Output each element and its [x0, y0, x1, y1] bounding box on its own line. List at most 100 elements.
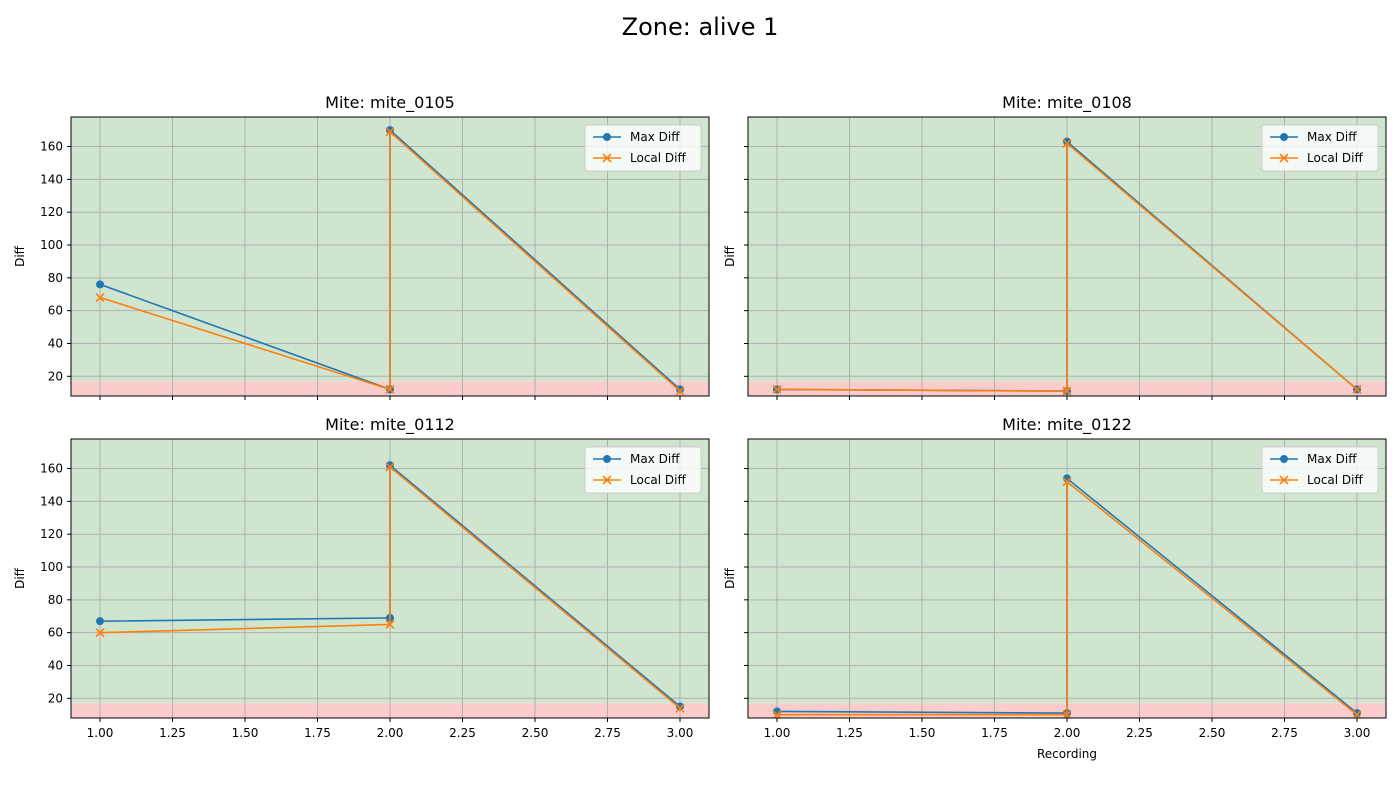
legend-marker-circle [1280, 455, 1288, 463]
x-tick-label: 1.75 [981, 726, 1008, 740]
data-point-local-diff [385, 384, 395, 395]
legend-marker-x [602, 475, 612, 485]
series-line-local-diff [99, 130, 681, 392]
legend-label: Local Diff [630, 473, 686, 487]
y-tick-label: 100 [40, 238, 63, 252]
y-tick-label: 20 [48, 691, 63, 705]
data-point-max-diff [1353, 709, 1361, 718]
x-tick-label: 2.50 [1199, 726, 1226, 740]
data-point-local-diff [95, 292, 105, 303]
subplot-4: 1.00 1.25 1.50 1.75 2.00 2.25 2.50 2.75 3.00 Mite… [723, 415, 1387, 761]
data-point-local-diff [1062, 386, 1072, 396]
subplot-title: Mite: mite_0122 [1002, 415, 1132, 435]
data-point-local-diff [675, 703, 685, 713]
series-group [772, 474, 1362, 718]
x-tick-label: 2.00 [1054, 726, 1081, 740]
subplot-1: 20 40 60 80 100 120 140 160 Mite: mite_0105 Diff M… [13, 93, 710, 400]
data-point-max-diff [386, 126, 394, 135]
data-point-local-diff [1062, 138, 1072, 148]
y-axis-label: Diff [13, 567, 27, 589]
data-point-max-diff [96, 280, 104, 289]
data-point-local-diff [1352, 710, 1362, 718]
x-tick-label: 1.00 [764, 726, 791, 740]
data-point-local-diff [1352, 384, 1362, 395]
x-tick-label: 3.00 [667, 726, 694, 740]
series-line-local-diff [99, 465, 681, 709]
legend-marker-circle [603, 133, 611, 141]
data-point-max-diff [676, 702, 684, 711]
data-point-local-diff [1062, 477, 1072, 487]
data-point-max-diff [96, 617, 104, 626]
x-tick-label: 2.00 [377, 726, 404, 740]
x-tick-label: 2.50 [522, 726, 549, 740]
subplot-title: Mite: mite_0105 [325, 93, 455, 113]
data-point-local-diff [385, 462, 395, 472]
y-tick-label: 60 [48, 304, 63, 318]
data-point-max-diff [1063, 137, 1071, 146]
y-axis-label: Diff [723, 567, 737, 589]
x-tick-label: 1.25 [159, 726, 186, 740]
y-tick-label: 100 [40, 560, 63, 574]
series-line-local-diff [776, 141, 1358, 392]
x-tick-label: 2.25 [1126, 726, 1153, 740]
data-point-local-diff [95, 628, 105, 638]
x-tick-label: 2.75 [1271, 726, 1298, 740]
data-point-local-diff [1062, 710, 1072, 718]
subplot-title: Mite: mite_0108 [1002, 93, 1132, 113]
subplot-2: Mite: mite_0108 Diff Max Diff Local Diff [723, 93, 1387, 400]
legend-label: Local Diff [1307, 151, 1363, 165]
series-group [95, 461, 685, 713]
x-tick-label: 1.50 [909, 726, 936, 740]
subplot-title: Mite: mite_0112 [325, 415, 455, 435]
data-point-max-diff [676, 385, 684, 394]
data-point-local-diff [772, 710, 782, 718]
data-point-local-diff [675, 386, 685, 396]
y-tick-label: 120 [40, 205, 63, 219]
legend: Max Diff Local Diff [1261, 124, 1379, 172]
legend-marker-x [602, 153, 612, 163]
data-point-local-diff [385, 619, 395, 630]
x-tick-label: 3.00 [1344, 726, 1371, 740]
y-tick-label: 160 [40, 462, 63, 476]
legend-marker-circle [1280, 133, 1288, 141]
legend: Max Diff Local Diff [1261, 446, 1379, 494]
y-tick-label: 60 [48, 626, 63, 640]
series-line-local-diff [777, 480, 1358, 716]
legend-marker-x [1279, 475, 1289, 485]
y-axis-label: Diff [13, 245, 27, 267]
legend-label: Max Diff [1307, 452, 1357, 466]
series-group [772, 137, 1362, 396]
x-tick-label: 2.75 [594, 726, 621, 740]
legend-marker-x [1279, 153, 1289, 163]
x-tick-label: 1.50 [232, 726, 259, 740]
data-point-max-diff [386, 461, 394, 470]
figure-suptitle: Zone: alive 1 [622, 13, 779, 41]
y-tick-label: 80 [48, 271, 63, 285]
y-tick-label: 120 [40, 527, 63, 541]
legend-label: Max Diff [630, 130, 680, 144]
legend-label: Max Diff [630, 452, 680, 466]
y-tick-label: 160 [40, 140, 63, 154]
x-tick-label: 1.25 [836, 726, 863, 740]
y-tick-label: 140 [40, 172, 63, 186]
data-point-local-diff [385, 127, 395, 137]
legend-label: Local Diff [630, 151, 686, 165]
series-group [95, 126, 685, 396]
y-tick-label: 80 [48, 593, 63, 607]
y-axis-label: Diff [723, 245, 737, 267]
legend: Max Diff Local Diff [584, 124, 702, 172]
legend-marker-circle [603, 455, 611, 463]
x-axis-label: Recording [1037, 747, 1097, 761]
y-tick-label: 20 [48, 369, 63, 383]
x-tick-label: 1.75 [304, 726, 331, 740]
x-tick-label: 2.25 [449, 726, 476, 740]
legend: Max Diff Local Diff [584, 446, 702, 494]
y-tick-label: 40 [48, 658, 63, 672]
subplot-3: 1.00 1.25 1.50 1.75 2.00 2.25 2.50 2.75 3.00 20 40… [13, 415, 710, 740]
y-tick-label: 40 [48, 336, 63, 350]
y-tick-label: 140 [40, 494, 63, 508]
legend-label: Local Diff [1307, 473, 1363, 487]
x-tick-label: 1.00 [87, 726, 114, 740]
